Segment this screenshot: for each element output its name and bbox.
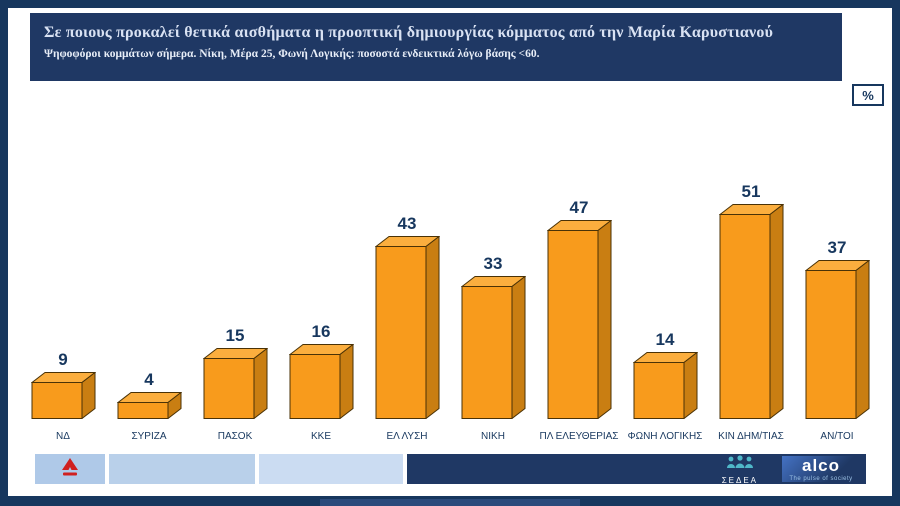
bar-value-label: 37: [827, 238, 847, 257]
bottom-frame-accent: [320, 499, 580, 506]
footer-strip-2: [109, 454, 255, 484]
bar-value-label: 4: [144, 370, 154, 389]
tv-channel-logo-icon: [58, 455, 82, 484]
footer-strip-dark: ΣΕΔΕΑ alco The pulse of society: [407, 454, 866, 485]
bar-value-label: 51: [741, 182, 761, 201]
bar-group: 15 ΠΑΣΟΚ: [195, 326, 275, 444]
bar: [202, 347, 268, 424]
bar: [804, 259, 870, 424]
bar: [30, 371, 96, 424]
bar-group: 4 ΣΥΡΙΖΑ: [109, 370, 189, 444]
footer-strip-3: [259, 454, 403, 484]
bar: [288, 343, 354, 424]
bar-group: 47 ΠΛ ΕΛΕΥΘΕΡΙΑΣ: [539, 198, 619, 444]
bar-chart: 9 ΝΔ 4 ΣΥΡΙΖΑ 15 ΠΑΣΟΚ 16 ΚΚΕ 43 ΕΛ ΛΥΣΗ 33 ΝΙΚΗ 47 Π…: [22, 164, 878, 444]
chart-subtitle: Ψηφοφόροι κομμάτων σήμερα. Νίκη, Μέρα 25…: [44, 48, 540, 60]
bar: [546, 219, 612, 424]
sedea-label: ΣΕΔΕΑ: [721, 476, 758, 485]
bar: [460, 275, 526, 424]
bar-value-label: 43: [397, 214, 417, 233]
bar-group: 43 ΕΛ ΛΥΣΗ: [367, 214, 447, 444]
bar-category-label: ΦΩΝΗ ΛΟΓΙΚΗΣ: [627, 431, 703, 442]
alco-tagline: The pulse of society: [789, 475, 853, 482]
bar-value-label: 33: [483, 254, 503, 273]
bar: [632, 351, 698, 424]
header: Σε ποιους προκαλεί θετικά αισθήματα η πρ…: [30, 13, 842, 81]
bar: [374, 235, 440, 424]
sedea-logo: ΣΕΔΕΑ: [722, 455, 758, 485]
bar-value-label: 47: [569, 198, 589, 217]
bar-category-label: ΣΥΡΙΖΑ: [131, 431, 167, 442]
bar-group: 37 ΑΝ/ΤΟΙ: [797, 238, 877, 444]
bar: [718, 203, 784, 424]
bar-category-label: ΚΙΝ ΔΗΜ/ΤΙΑΣ: [718, 431, 784, 442]
bar-value-label: 15: [225, 326, 245, 345]
bar-group: 14 ΦΩΝΗ ΛΟΓΙΚΗΣ: [625, 330, 705, 444]
bar-category-label: ΝΔ: [56, 431, 70, 442]
bar-group: 16 ΚΚΕ: [281, 322, 361, 444]
footer: ΣΕΔΕΑ alco The pulse of society: [8, 454, 892, 485]
alco-logo: alco The pulse of society: [782, 456, 860, 482]
bar-category-label: ΝΙΚΗ: [481, 431, 505, 442]
bar-group: 51 ΚΙΝ ΔΗΜ/ΤΙΑΣ: [711, 182, 791, 444]
bar-category-label: ΑΝ/ΤΟΙ: [820, 431, 854, 442]
footer-strip-channel: [35, 454, 105, 484]
bar-category-label: ΚΚΕ: [310, 431, 331, 442]
chart-title: Σε ποιους προκαλεί θετικά αισθήματα η πρ…: [44, 24, 774, 41]
alco-label: alco: [801, 455, 841, 475]
bar-category-label: ΠΑΣΟΚ: [217, 431, 253, 442]
bar-category-label: ΠΛ ΕΛΕΥΘΕΡΙΑΣ: [539, 431, 619, 442]
percent-unit-badge: %: [852, 84, 884, 106]
bar-value-label: 9: [58, 350, 68, 369]
bar: [116, 391, 182, 424]
content-canvas: Σε ποιους προκαλεί θετικά αισθήματα η πρ…: [8, 8, 892, 496]
sedea-people-icon: [723, 455, 757, 475]
bar-group: 9 ΝΔ: [23, 350, 103, 444]
bar-group: 33 ΝΙΚΗ: [453, 254, 533, 444]
bar-category-label: ΕΛ ΛΥΣΗ: [386, 431, 428, 442]
bar-value-label: 14: [655, 330, 675, 349]
bar-value-label: 16: [311, 322, 331, 341]
